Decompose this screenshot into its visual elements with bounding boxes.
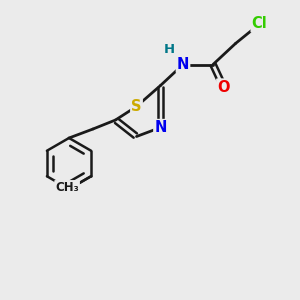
Text: H: H (164, 43, 175, 56)
Text: N: N (177, 57, 189, 72)
Text: CH₃: CH₃ (55, 181, 79, 194)
Text: S: S (131, 99, 142, 114)
Text: O: O (217, 80, 230, 94)
Text: N: N (154, 120, 167, 135)
Text: Cl: Cl (252, 16, 267, 32)
